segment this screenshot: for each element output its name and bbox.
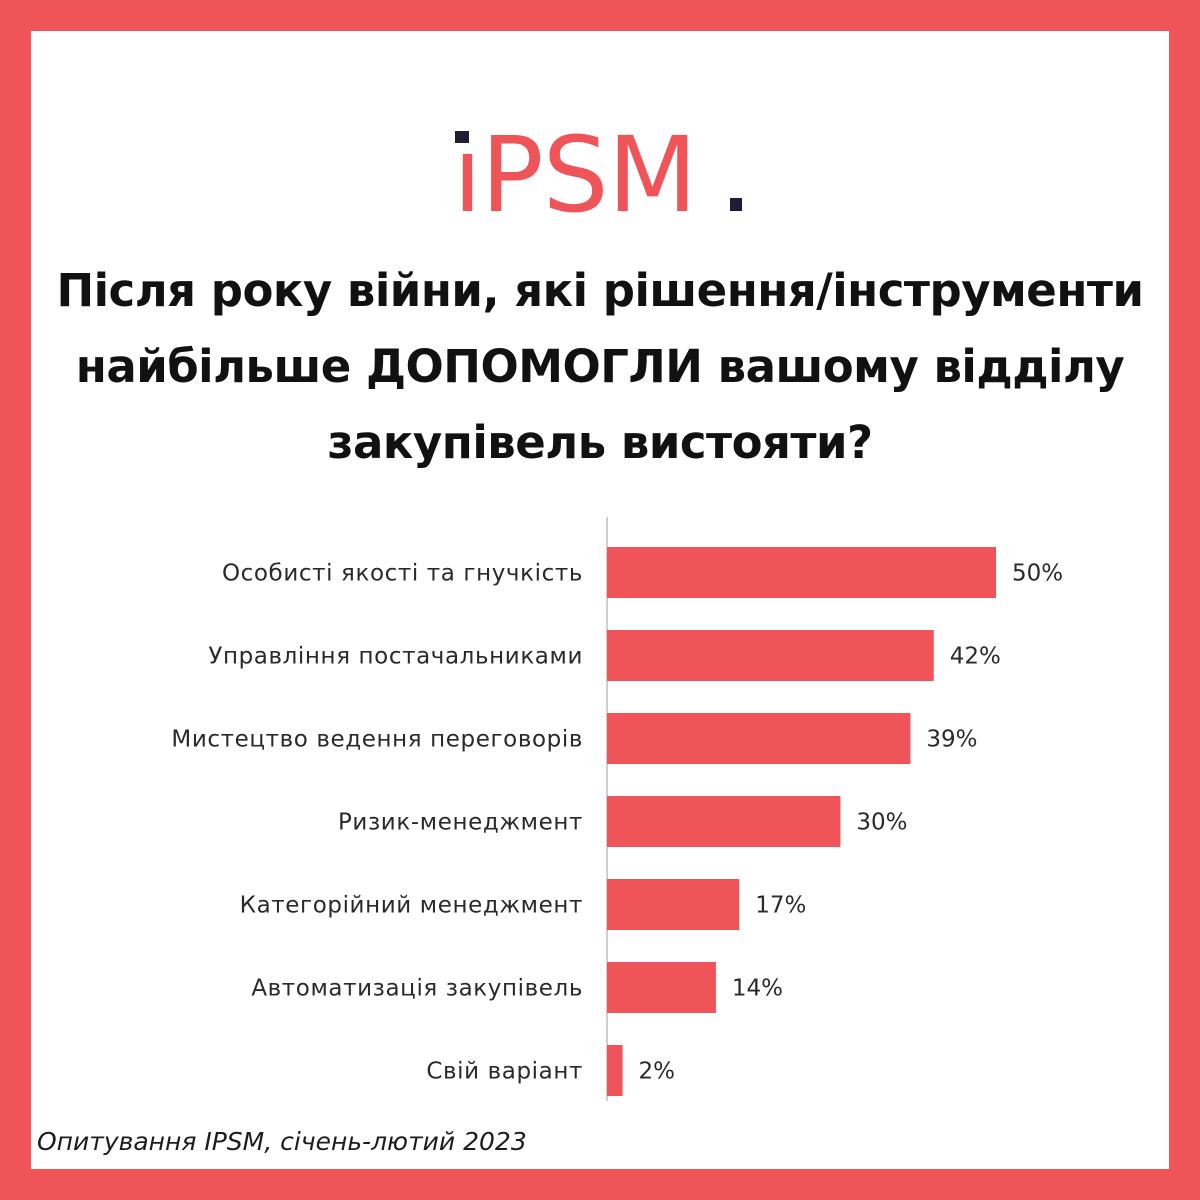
value-label: 50%: [1012, 561, 1063, 587]
value-label: 14%: [732, 976, 783, 1002]
bar: [607, 879, 740, 930]
bar-chart: Особисті якості та гнучкість 50% Управлінн…: [171, 517, 1063, 1101]
category-label: Ризик-менеджмент: [338, 810, 583, 836]
category-label: Свій варіант: [426, 1059, 583, 1085]
category-label: Мистецтво ведення переговорів: [171, 727, 583, 753]
bar: [607, 962, 716, 1013]
category-label: Категорійний менеджмент: [240, 893, 583, 919]
content-card: ıPSM Після року війни, які рішення/інстр…: [31, 31, 1169, 1169]
ipsm-logo-graphic: ıPSM: [455, 131, 742, 221]
category-label: Особисті якості та гнучкість: [222, 561, 583, 587]
title-line-3: закупівель вистояти?: [327, 416, 873, 469]
survey-footnote: Опитування IPSM, січень-лютий 2023: [37, 1127, 527, 1156]
category-label: Автоматизація закупівель: [251, 976, 583, 1002]
value-label: 30%: [856, 810, 907, 836]
category-label: Управління постачальниками: [208, 644, 583, 670]
title-line-2: найбільше ДОПОМОГЛИ вашому відділу: [75, 340, 1125, 393]
value-label: 42%: [950, 644, 1001, 670]
value-label: 17%: [755, 893, 806, 919]
value-label: 2%: [639, 1059, 676, 1085]
page-title: Після року війни, які рішення/інструмент…: [51, 253, 1149, 481]
svg-text:ıPSM: ıPSM: [455, 131, 696, 221]
bar: [607, 796, 841, 847]
bar: [607, 547, 996, 598]
bar: [607, 713, 911, 764]
ipsm-logo: ıPSM: [31, 131, 1169, 226]
title-line-1: Після року війни, які рішення/інструмент…: [56, 264, 1144, 317]
bar: [607, 1045, 623, 1096]
value-label: 39%: [926, 727, 977, 753]
bar: [607, 630, 934, 681]
